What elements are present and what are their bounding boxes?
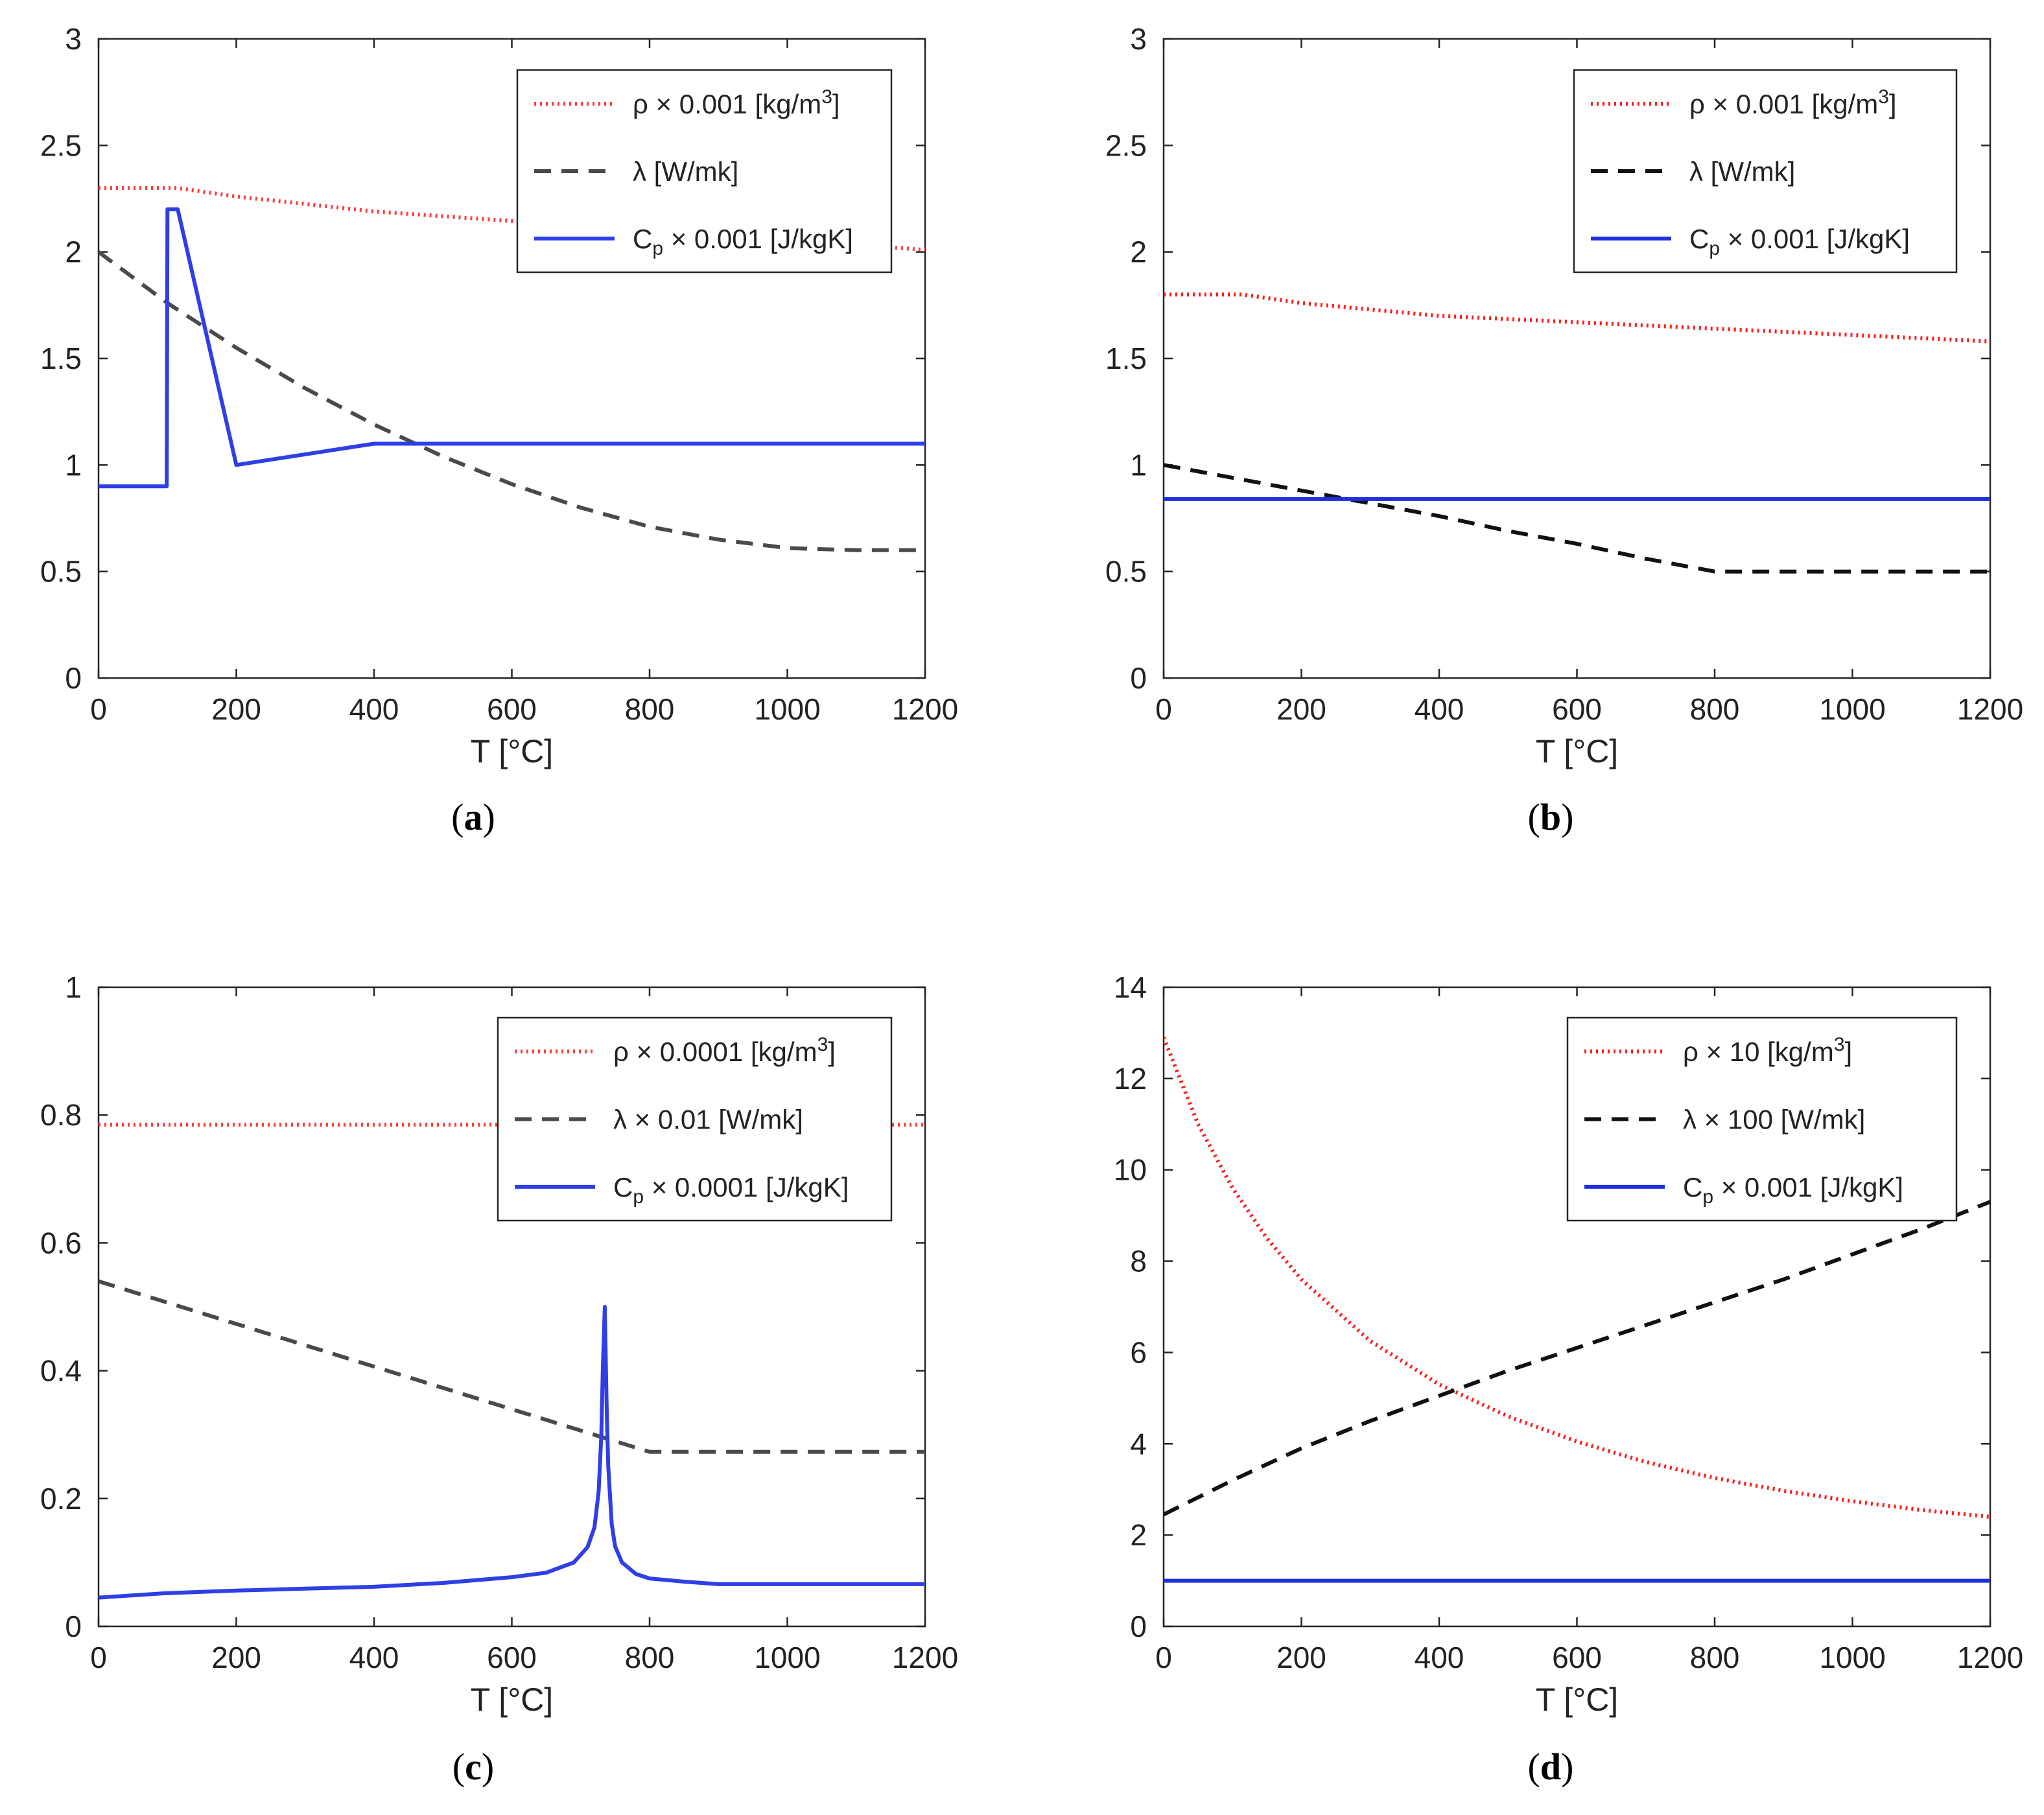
x-tick-label: 600 <box>487 692 537 726</box>
legend-label-lambda: λ × 100 [W/mk] <box>1683 1105 1865 1135</box>
y-tick-label: 10 <box>1114 1153 1147 1187</box>
x-tick-label: 200 <box>211 1641 261 1674</box>
y-tick-label: 0.5 <box>40 555 82 589</box>
y-tick-label: 2 <box>1130 1518 1147 1552</box>
y-tick-label: 1 <box>1130 448 1147 482</box>
y-tick-label: 0.2 <box>40 1482 82 1516</box>
y-tick-label: 0 <box>1130 661 1147 695</box>
x-tick-label: 200 <box>1276 692 1326 726</box>
y-tick-label: 2 <box>65 235 82 269</box>
x-axis-label: T [°C] <box>471 733 553 769</box>
legend-label-lambda: λ [W/mk] <box>1689 156 1795 187</box>
y-tick-label: 6 <box>1130 1335 1147 1369</box>
y-tick-label: 1.5 <box>40 342 82 375</box>
panel-caption: (a) <box>451 796 495 838</box>
legend-label-rho: ρ × 10 [kg/m3] <box>1683 1034 1852 1067</box>
x-tick-label: 800 <box>625 692 675 726</box>
legend-label-rho: ρ × 0.001 [kg/m3] <box>1689 86 1897 119</box>
y-tick-label: 0.5 <box>1105 555 1147 589</box>
legend: ρ × 10 [kg/m3] λ × 100 [W/mk] Cp × 0.001 [… <box>1566 1016 1958 1222</box>
x-tick-label: 800 <box>1690 1641 1740 1674</box>
y-tick-label: 14 <box>1114 970 1147 1004</box>
legend-label-lambda: λ [W/mk] <box>633 156 738 187</box>
legend: ρ × 0.0001 [kg/m3] λ × 0.01 [W/mk] Cp × 0.… <box>497 1016 893 1222</box>
x-tick-label: 1000 <box>754 692 820 726</box>
chart-panel-c: 0 200 400 600 800 1000 1200 0 0.2 0.4 0.6 0.8 1 T [°C… <box>40 970 958 1788</box>
x-tick-label: 200 <box>1276 1641 1326 1674</box>
y-tick-label: 0 <box>65 1610 82 1643</box>
legend-label-cp: Cp × 0.0001 [J/kgK] <box>613 1172 849 1208</box>
series-line-cp <box>99 1305 925 1600</box>
y-tick-label: 4 <box>1130 1427 1147 1460</box>
series-line-lambda <box>99 1279 925 1454</box>
x-tick-label: 400 <box>349 1641 399 1674</box>
y-tick-label: 0 <box>1130 1610 1147 1643</box>
chart-panel-a: 0 200 400 600 800 1000 1200 0 0.5 1 1.5 2 2.5 3 T [°C]… <box>40 22 958 838</box>
legend: ρ × 0.001 [kg/m3] λ [W/mk] Cp × 0.001 [J/k… <box>516 69 893 274</box>
y-tick-label: 0.4 <box>40 1354 82 1388</box>
legend-label-cp: Cp × 0.001 [J/kgK] <box>1689 224 1910 259</box>
panel-caption: (d) <box>1528 1746 1574 1788</box>
x-axis-label: T [°C] <box>1536 1681 1618 1718</box>
panel-caption: (c) <box>452 1746 494 1788</box>
y-tick-label: 3 <box>65 22 82 56</box>
x-tick-label: 1000 <box>1819 1641 1885 1674</box>
y-tick-label: 1 <box>65 970 82 1004</box>
x-tick-label: 600 <box>487 1641 537 1674</box>
y-tick-label: 1 <box>65 448 82 482</box>
x-tick-label: 0 <box>90 1641 107 1674</box>
x-tick-label: 0 <box>90 692 107 726</box>
y-tick-label: 0 <box>65 661 82 695</box>
x-tick-label: 1200 <box>892 692 958 726</box>
y-tick-label: 0.6 <box>40 1226 82 1259</box>
legend-label-cp: Cp × 0.001 [J/kgK] <box>633 224 853 259</box>
y-tick-label: 2.5 <box>40 128 82 162</box>
legend: ρ × 0.001 [kg/m3] λ [W/mk] Cp × 0.001 [J/k… <box>1573 69 1958 274</box>
x-tick-label: 600 <box>1552 1641 1602 1674</box>
legend-label-cp: Cp × 0.001 [J/kgK] <box>1683 1172 1903 1208</box>
y-tick-label: 8 <box>1130 1245 1147 1278</box>
x-tick-label: 0 <box>1155 1641 1172 1674</box>
legend-label-lambda: λ × 0.01 [W/mk] <box>613 1105 803 1135</box>
x-tick-label: 800 <box>1690 692 1740 726</box>
legend-label-rho: ρ × 0.001 [kg/m3] <box>633 86 840 119</box>
chart-panel-b: 0 200 400 600 800 1000 1200 0 0.5 1 1.5 2 2.5 3 T [°C]… <box>1105 22 2023 838</box>
series-line-rho <box>1164 292 1990 344</box>
x-tick-label: 600 <box>1552 692 1602 726</box>
x-axis-label: T [°C] <box>1536 733 1618 769</box>
x-tick-label: 400 <box>1415 692 1464 726</box>
legend-label-rho: ρ × 0.0001 [kg/m3] <box>613 1034 836 1067</box>
y-tick-label: 3 <box>1130 22 1147 56</box>
x-tick-label: 1000 <box>754 1641 820 1674</box>
x-tick-label: 1200 <box>1957 692 2023 726</box>
x-tick-label: 1000 <box>1819 692 1885 726</box>
x-tick-label: 0 <box>1155 692 1172 726</box>
x-axis-label: T [°C] <box>471 1681 553 1718</box>
x-tick-label: 800 <box>625 1641 675 1674</box>
y-tick-label: 12 <box>1114 1062 1147 1095</box>
panel-caption: (b) <box>1528 796 1574 838</box>
series-line-lambda <box>1164 1200 1990 1517</box>
y-tick-label: 2 <box>1130 235 1147 269</box>
x-tick-label: 400 <box>349 692 399 726</box>
x-tick-label: 200 <box>211 692 261 726</box>
series-line-lambda <box>1164 463 1990 574</box>
y-tick-label: 1.5 <box>1105 342 1147 375</box>
series-line-cp <box>99 207 925 489</box>
x-tick-label: 1200 <box>1957 1641 2023 1674</box>
y-tick-label: 0.8 <box>40 1098 82 1132</box>
x-tick-label: 1200 <box>892 1641 958 1674</box>
series-line-lambda <box>99 250 925 552</box>
x-tick-label: 400 <box>1415 1641 1464 1674</box>
y-tick-label: 2.5 <box>1105 128 1147 162</box>
chart-panel-d: 0 200 400 600 800 1000 1200 0 2 4 6 8 10 12 14 T [°C] ρ … <box>1114 970 2023 1788</box>
